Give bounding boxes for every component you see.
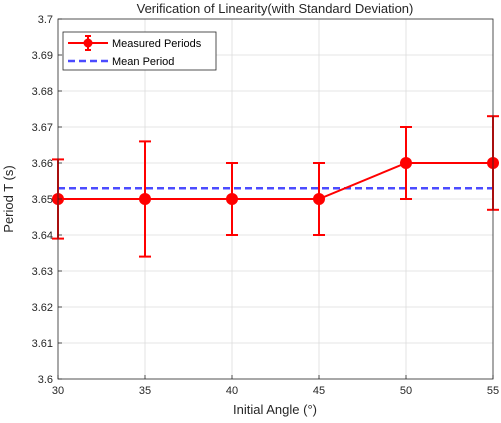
y-tick-label: 3.67 bbox=[32, 122, 53, 134]
y-tick-label: 3.69 bbox=[32, 50, 53, 62]
y-tick-label: 3.66 bbox=[32, 158, 53, 170]
x-tick-label: 50 bbox=[400, 385, 412, 397]
x-tick-label: 40 bbox=[226, 385, 238, 397]
y-axis-label: Period T (s) bbox=[1, 165, 16, 232]
legend-measured-marker bbox=[83, 38, 93, 48]
y-tick-label: 3.6 bbox=[38, 374, 53, 386]
y-tick-label: 3.65 bbox=[32, 194, 53, 206]
chart-title: Verification of Linearity(with Standard … bbox=[137, 1, 414, 16]
data-point-marker bbox=[139, 193, 151, 205]
x-ticks: 30 35 40 45 50 55 bbox=[52, 375, 499, 397]
x-tick-label: 45 bbox=[313, 385, 325, 397]
x-tick-label: 55 bbox=[487, 385, 499, 397]
x-axis-label: Initial Angle (°) bbox=[233, 402, 317, 417]
x-tick-label: 30 bbox=[52, 385, 64, 397]
x-tick-label: 35 bbox=[139, 385, 151, 397]
legend: Measured Periods Mean Period bbox=[62, 31, 217, 71]
legend-mean-label: Mean Period bbox=[112, 56, 174, 68]
y-tick-label: 3.61 bbox=[32, 338, 53, 350]
y-tick-label: 3.62 bbox=[32, 302, 53, 314]
measured-series-line bbox=[58, 162, 493, 200]
y-ticks: 3.6 3.61 3.62 3.63 3.64 3.65 3.66 3.67 3.68 3.69 3… bbox=[32, 14, 62, 386]
y-tick-label: 3.68 bbox=[32, 86, 53, 98]
data-point-marker bbox=[400, 157, 412, 169]
y-tick-label: 3.7 bbox=[38, 14, 53, 26]
y-tick-label: 3.63 bbox=[32, 266, 53, 278]
legend-measured-label: Measured Periods bbox=[112, 38, 202, 50]
y-tick-label: 3.64 bbox=[32, 230, 53, 242]
data-point-marker bbox=[313, 193, 325, 205]
data-point-marker bbox=[226, 193, 238, 205]
